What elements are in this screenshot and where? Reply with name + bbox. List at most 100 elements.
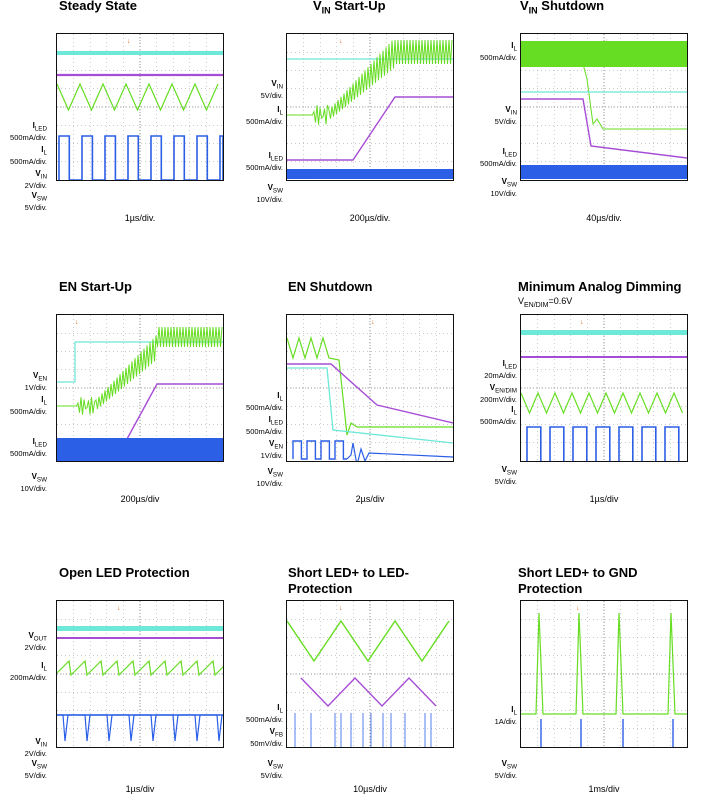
channel-label-ven: VEN 1V/div. [260,439,283,460]
scope-en-startup: ↓ [56,314,224,462]
trigger-marker: ↓ [576,605,580,612]
channel-label-il: IL 500mA/div. [246,105,283,126]
channel-label-ven: VEN 1V/div. [24,371,47,392]
channel-label-il: IL 500mA/div. [246,391,283,412]
trace-iled [521,330,687,335]
trace-il [287,335,453,436]
trace-vsw [526,426,680,461]
scope-vin-shutdown: ↓ [520,33,688,181]
trigger-marker: ↓ [580,319,584,326]
trigger-marker: ↓ [127,38,131,45]
chart-title-short-led-gnd: Short LED+ to GND Protection [518,565,638,596]
channel-label-il: IL 500mA/div. [10,145,47,166]
channel-label-vsw: VSW 10V/div. [20,472,47,493]
trace-iled [287,96,453,161]
channel-label-il: IL 500mA/div. [480,405,517,426]
scope-traces: ↓ [521,315,687,461]
trace-vsw-ring [346,442,453,461]
channel-label-vin: VIN 2V/div. [24,169,47,190]
timebase-label: 200µs/div [120,494,160,504]
scope-short-led-led: ↓ [286,600,454,748]
chart-title-min-analog-dimming: Minimum Analog Dimming [518,279,682,294]
trace-vsw [58,135,223,180]
channel-label-vsw: VSW 10V/div. [256,467,283,488]
chart-subtitle-ven-dim: VEN/DIM=0.6V [518,296,573,309]
trace-vsw [57,714,223,742]
channel-label-vsw: VSW 5V/div. [24,191,47,212]
scope-traces: ↓ [57,315,223,461]
channel-label-vin: VIN 5V/div. [260,79,283,100]
scope-traces: ↓ [287,601,453,747]
scope-traces: ↓ [287,34,453,180]
scope-steady-state: ↓ [56,33,224,181]
scope-short-led-gnd: ↓ [520,600,688,748]
timebase-label: 40µs/div. [586,213,622,223]
channel-label-iled: ILED 20mA/div. [484,359,517,380]
scope-en-shutdown: ↓ [286,314,454,462]
scope-traces: ↓ [287,315,453,461]
trace-il [521,45,687,130]
trace-iled [57,51,223,55]
channel-label-iled: ILED 500mA/div. [480,147,517,168]
trigger-marker: ↓ [339,38,343,45]
trace-il [287,619,450,663]
trace-iled [287,363,453,424]
channel-label-iled: ILED 500mA/div. [246,151,283,172]
scope-traces: ↓ [57,601,223,747]
channel-label-iled: ILED 500mA/div. [10,437,47,458]
trace-vsw [292,440,347,460]
timebase-label: 1µs/div [125,784,155,794]
trigger-marker: ↓ [371,319,375,326]
channel-label-vin: VIN 2V/div. [24,737,47,758]
trigger-marker: ↓ [117,605,121,612]
trace-il [287,39,453,125]
chart-title-en-startup: EN Start-Up [59,279,132,294]
timebase-label: 1µs/div. [124,213,156,223]
trace-il [57,659,223,677]
timebase-label: 2µs/div [355,494,385,504]
trace-il [521,391,684,415]
trace-iled [521,98,687,159]
channel-label-vsw: VSW 5V/div. [260,759,283,780]
trace-vsw [57,438,223,458]
trace-vin [57,82,219,112]
channel-label-vin: VIN 5V/div. [494,105,517,126]
scope-traces: ↓ [57,34,223,180]
channel-label-vsw: VSW 10V/div. [490,177,517,198]
channel-label-iled: ILED 500mA/div. [10,121,47,142]
trace-ven [57,341,223,383]
trigger-marker: ↓ [75,319,79,326]
chart-title-en-shutdown: EN Shutdown [288,279,373,294]
trace-vfb [300,676,437,708]
channel-label-vfb: VFB 50mV/div. [250,727,283,748]
channel-label-il: IL 500mA/div. [246,703,283,724]
trigger-marker: ↓ [339,605,343,612]
trace-vsw [521,165,687,179]
channel-label-il: IL 500mA/div. [480,41,517,62]
channel-label-vsw: VSW 10V/div. [256,183,283,204]
trace-vout [57,626,223,631]
timebase-label: 1µs/div [589,494,619,504]
channel-label-vsw: VSW 5V/div. [494,465,517,486]
scope-vin-startup: ↓ [286,33,454,181]
trace-vsw [287,169,453,179]
trace-il [75,326,223,415]
scope-traces: ↓ [521,601,687,747]
chart-title-short-led-led: Short LED+ to LED- Protection [288,565,409,596]
channel-label-vsw: VSW 5V/div. [494,759,517,780]
chart-title-open-led: Open LED Protection [59,565,190,580]
timebase-label: 1ms/div [588,784,620,794]
channel-label-il: IL 1A/div. [494,705,517,726]
timebase-label: 200µs/div. [349,213,391,223]
channel-label-il: IL 500mA/div. [10,395,47,416]
scope-min-analog-dimming: ↓ [520,314,688,462]
trace-vsw-edge [287,169,314,178]
trace-ven [287,367,453,444]
channel-label-il: IL 200mA/div. [10,661,47,682]
trace-vsw-low [57,458,223,461]
channel-label-ven-dim: VEN/DIM 200mV/div. [480,383,517,404]
trace-il [521,612,687,715]
channel-label-iled: ILED 500mA/div. [246,415,283,436]
chart-title-steady-state: Steady State [59,0,138,13]
channel-label-vsw: VSW 5V/div. [24,759,47,780]
